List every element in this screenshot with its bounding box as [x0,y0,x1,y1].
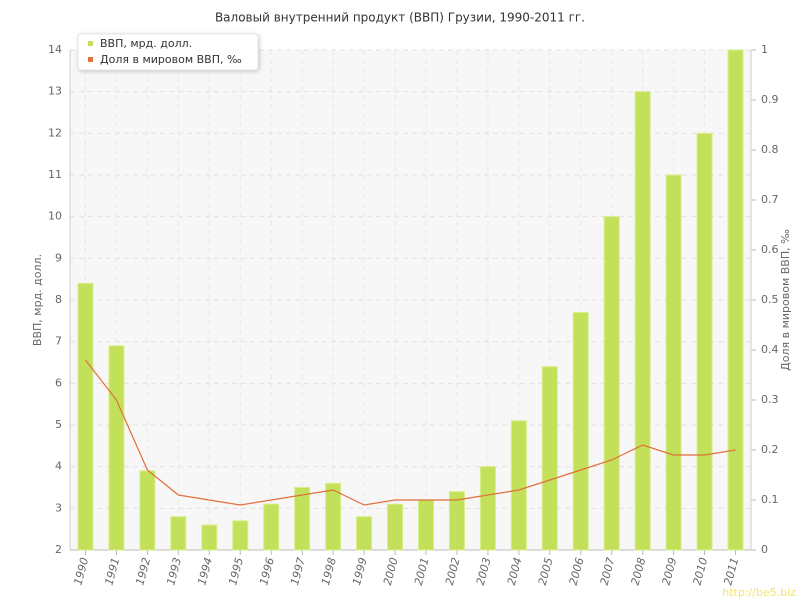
x-tick-label: 2009 [660,556,680,586]
bar [294,487,311,551]
bar [665,174,682,551]
x-tick-label: 2004 [505,556,525,586]
x-tick-label: 1994 [195,556,215,586]
bar [448,491,465,551]
y2-axis-title: Доля в мировом ВВП, ‰ [779,229,792,371]
y-tick-label: 7 [55,335,62,348]
x-tick-label: 1999 [350,556,370,586]
legend-marker [88,41,93,46]
bar [541,366,558,551]
y-tick-label: 9 [55,251,62,264]
bar [170,516,187,551]
y2-tick-label: 0.4 [761,343,779,356]
x-tick-label: 2006 [567,556,587,586]
y2-tick-label: 1 [761,43,768,56]
x-tick-label: 1998 [319,556,339,586]
bar [356,516,373,551]
bar [572,312,589,551]
legend-label: ВВП, мрд. долл. [100,37,192,50]
legend-label: Доля в мировом ВВП, ‰ [100,53,242,66]
x-tick-label: 2010 [691,556,711,586]
bar [77,282,94,551]
x-tick-label: 2003 [474,556,494,586]
x-tick-label: 2007 [598,556,618,586]
y-tick-label: 6 [55,376,62,389]
bar [603,216,620,551]
bar [108,345,125,551]
y-tick-label: 11 [48,168,62,181]
y2-tick-label: 0 [761,543,768,556]
legend-marker [88,57,93,62]
bar [479,466,496,551]
bar [417,499,434,551]
x-tick-label: 2011 [722,556,742,586]
y2-tick-label: 0.7 [761,193,779,206]
x-tick-label: 2005 [536,556,556,586]
y-tick-label: 3 [55,501,62,514]
bar [201,524,218,551]
x-tick-label: 1995 [226,556,246,586]
bar [510,420,527,551]
y2-tick-label: 0.5 [761,293,779,306]
line [85,359,736,506]
y-tick-label: 8 [55,293,62,306]
x-tick-label: 2000 [381,556,401,586]
y2-tick-label: 0.3 [761,393,779,406]
chart-title: Валовый внутренний продукт (ВВП) Грузии,… [215,11,585,25]
y-tick-label: 14 [48,43,62,56]
x-tick-label: 1996 [257,556,277,586]
bar [232,520,249,551]
bar [727,49,744,551]
x-tick-label: 1991 [102,556,122,586]
watermark: http://be5.biz [722,586,796,599]
y2-tick-label: 0.6 [761,243,779,256]
y-axis-title: ВВП, мрд. долл. [31,254,44,346]
y-tick-label: 4 [55,460,62,473]
y-tick-label: 10 [48,210,62,223]
y2-tick-label: 0.8 [761,143,779,156]
y2-tick-label: 0.2 [761,443,779,456]
x-tick-label: 1997 [288,556,308,586]
y2-tick-label: 0.9 [761,93,779,106]
x-tick-label: 2001 [412,556,432,586]
x-tick-label: 1990 [71,556,91,586]
bar [696,132,713,551]
legend: ВВП, мрд. долл. Доля в мировом ВВП, ‰ [77,33,259,71]
x-tick-label: 2008 [629,556,649,586]
bar [634,91,651,551]
x-tick-label: 1992 [133,556,153,586]
y2-tick-label: 0.1 [761,493,779,506]
x-tick-label: 1993 [164,556,184,586]
y-tick-label: 13 [48,85,62,98]
bar [387,503,404,551]
legend-box [77,33,259,71]
y-tick-label: 12 [48,126,62,139]
x-tick-label: 2002 [443,556,463,586]
y-tick-label: 5 [55,418,62,431]
bar [325,482,342,551]
bar [263,503,280,551]
y-tick-label: 2 [55,543,62,556]
bar [139,470,156,551]
